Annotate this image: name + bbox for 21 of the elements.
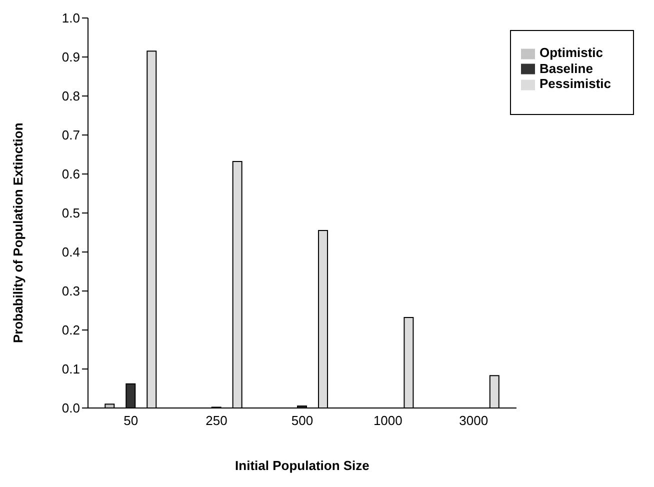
x-tick-label: 500 bbox=[291, 413, 314, 428]
y-tick-label: 0.0 bbox=[62, 400, 80, 416]
legend-label: Baseline bbox=[539, 60, 593, 76]
x-tick-label: 50 bbox=[124, 413, 138, 428]
legend-label: Pessimistic bbox=[539, 76, 611, 92]
x-tick-label: 3000 bbox=[459, 413, 488, 428]
y-tick-label: 0.8 bbox=[62, 88, 80, 104]
y-tick-label: 1.0 bbox=[62, 10, 80, 26]
x-tick-label: 1000 bbox=[373, 413, 402, 428]
y-tick-label: 0.6 bbox=[62, 166, 80, 182]
y-tick-label: 0.2 bbox=[62, 322, 80, 338]
y-tick-label: 0.9 bbox=[62, 50, 80, 65]
y-tick-label: 0.7 bbox=[62, 128, 80, 143]
y-axis-title: Probability of Population Extinction bbox=[10, 122, 26, 343]
x-axis-title: Initial Population Size bbox=[235, 458, 370, 473]
y-tick-label: 0.1 bbox=[62, 362, 80, 377]
x-tick-label: 250 bbox=[206, 413, 228, 428]
y-tick-label: 0.5 bbox=[62, 206, 80, 221]
legend-label: Optimistic bbox=[539, 45, 604, 60]
y-tick-label: 0.3 bbox=[62, 284, 80, 299]
y-tick-label: 0.4 bbox=[62, 244, 80, 260]
